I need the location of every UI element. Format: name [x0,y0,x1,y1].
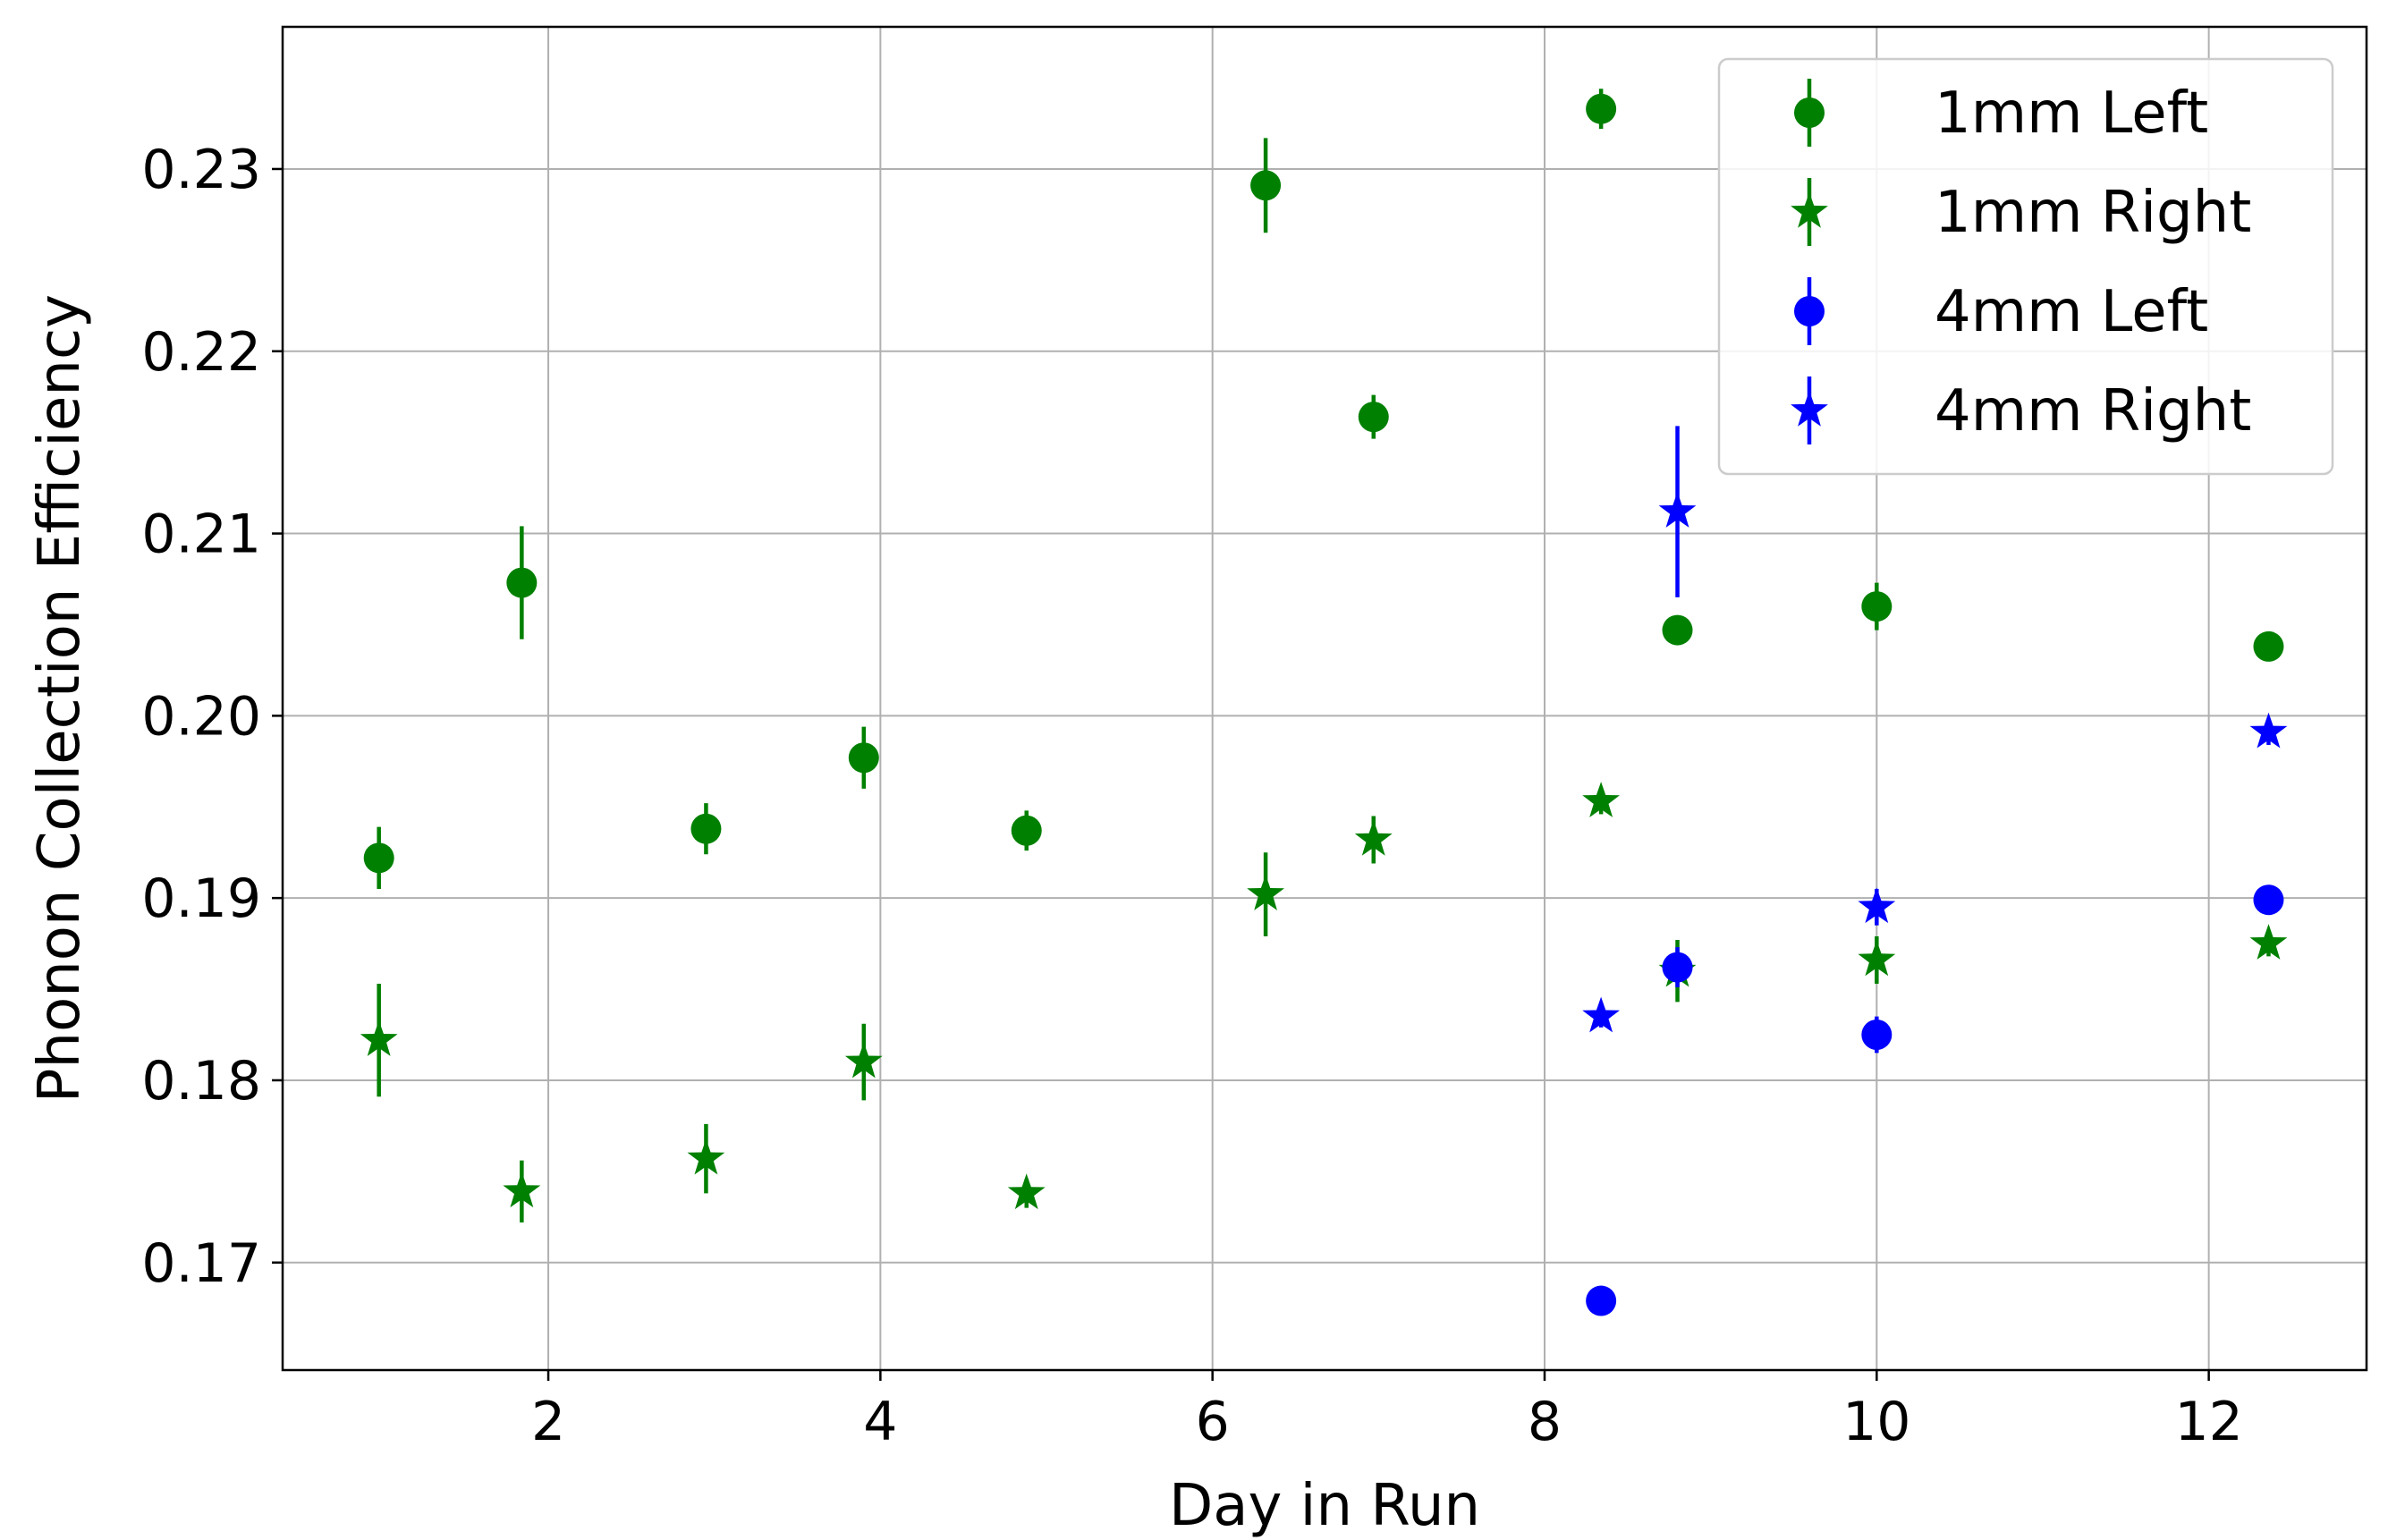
data-point-4mm-right [1658,492,1697,528]
data-point-1mm-right [503,1172,541,1208]
data-point-1mm-left [1011,815,1042,846]
data-point-4mm-right [1858,887,1896,924]
y-tick-label: 0.21 [141,503,261,566]
data-point-1mm-right [1582,782,1620,817]
y-tick-label: 0.23 [141,139,261,201]
y-tick-label: 0.17 [141,1232,261,1295]
legend-label-4mm-left: 4mm Left [1935,279,2208,345]
data-point-1mm-right [2249,924,2288,960]
legend: 1mm Left 1mm Right 4mm Left 4mm Right [1717,57,2334,476]
legend-label-1mm-left: 1mm Left [1935,80,2208,147]
x-tick-label: 4 [863,1391,897,1453]
axis-ticks: 2 4 6 8 10 12 0.17 0.18 0.19 0.20 0.21 0.22 0.23 [141,139,2242,1453]
y-tick-label: 0.19 [141,867,261,930]
x-tick-label: 10 [1842,1391,1910,1453]
legend-marker-1mm-left [1794,97,1825,128]
data-point-4mm-right [2249,712,2288,749]
data-point-4mm-left [2253,884,2284,916]
data-point-1mm-left [1586,93,1617,124]
data-point-1mm-left [363,842,394,874]
data-point-1mm-left [690,813,722,844]
data-point-1mm-right [360,1020,398,1056]
data-point-1mm-right [1007,1173,1046,1210]
data-point-1mm-left [848,742,879,774]
data-point-1mm-left [1358,402,1389,433]
data-point-1mm-left [506,567,538,598]
data-point-4mm-right [1582,996,1620,1033]
data-point-1mm-left [2253,630,2284,662]
x-axis-title: Day in Run [1169,1473,1480,1539]
data-point-1mm-right [844,1042,883,1079]
data-point-1mm-left [1250,170,1282,201]
legend-marker-4mm-left [1794,296,1825,326]
x-tick-label: 2 [531,1391,565,1453]
x-tick-label: 8 [1528,1391,1562,1453]
x-tick-label: 12 [2174,1391,2242,1453]
data-point-4mm-left [1586,1285,1617,1316]
data-point-4mm-left [1662,952,1693,983]
y-tick-label: 0.22 [141,321,261,384]
data-point-1mm-left [1662,614,1693,646]
legend-marker-4mm-right [1791,391,1828,427]
data-point-1mm-left [1861,591,1893,622]
y-tick-label: 0.18 [141,1050,261,1113]
x-tick-label: 6 [1196,1391,1230,1453]
data-point-4mm-left [1861,1020,1893,1051]
legend-marker-1mm-right [1791,192,1828,228]
y-axis-title: Phonon Collection Efficiency [27,294,93,1103]
data-point-1mm-right [1247,875,1284,910]
grid [283,27,2367,1370]
legend-label-4mm-right: 4mm Right [1935,378,2251,444]
plot-frame [281,25,2368,1372]
legend-label-1mm-right: 1mm Right [1935,180,2251,246]
data-point-1mm-right [687,1138,725,1175]
data-point-1mm-right [1354,819,1393,856]
data-point-1mm-right [1858,940,1896,977]
y-tick-label: 0.20 [141,685,261,748]
legend-frame [1717,57,2334,476]
data-markers [360,93,2288,1316]
